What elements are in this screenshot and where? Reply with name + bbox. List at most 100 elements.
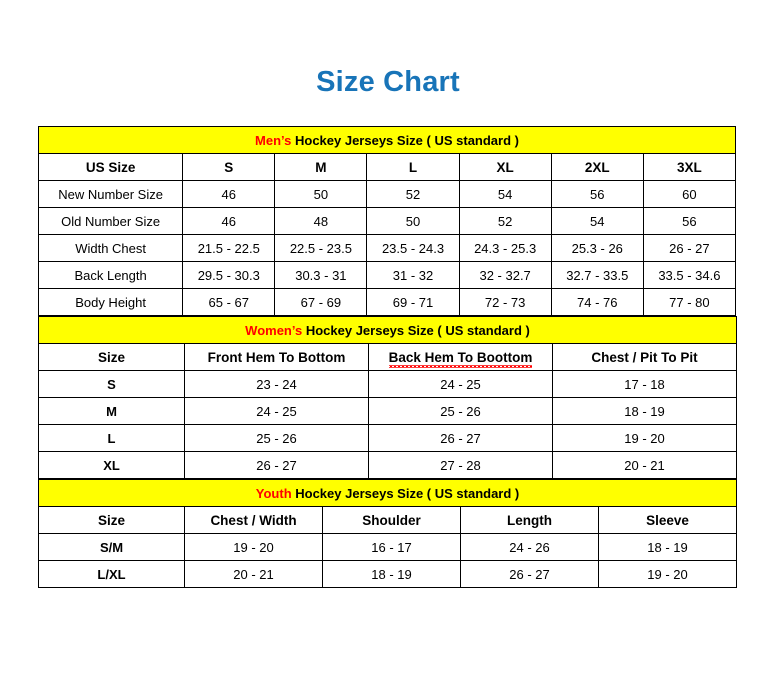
mens-col-header-6: 3XL — [642, 153, 737, 181]
mens-row-label-3: Back Length — [37, 261, 184, 289]
womens-row-label-3: XL — [38, 451, 185, 479]
table-row: New Number Size 46 50 52 54 56 60 — [37, 180, 737, 208]
mens-cell-2-3: 24.3 - 25.3 — [458, 234, 552, 262]
mens-cell-0-5: 60 — [642, 180, 737, 208]
mens-cell-3-5: 33.5 - 34.6 — [642, 261, 737, 289]
mens-cell-2-1: 22.5 - 23.5 — [274, 234, 368, 262]
table-row: Old Number Size 46 48 50 52 54 56 — [37, 207, 737, 235]
womens-cell-3-2: 20 - 21 — [552, 451, 737, 479]
mens-cell-1-3: 52 — [458, 207, 552, 235]
mens-cell-2-5: 26 - 27 — [642, 234, 737, 262]
table-row: S 23 - 24 24 - 25 17 - 18 — [38, 370, 737, 398]
womens-row-label-2: L — [38, 424, 185, 452]
table-row: M 24 - 25 25 - 26 18 - 19 — [38, 397, 737, 425]
page-title: Size Chart — [316, 66, 460, 98]
womens-cell-0-1: 24 - 25 — [368, 370, 553, 398]
youth-banner-rest: Hockey Jerseys Size ( US standard ) — [291, 485, 520, 501]
mens-row-label-2: Width Chest — [37, 234, 184, 262]
youth-cell-1-3: 19 - 20 — [597, 560, 738, 588]
womens-cell-3-1: 27 - 28 — [368, 451, 553, 479]
womens-col-header-2-text: Back Hem To Boottom — [388, 349, 533, 368]
mens-row-label-4: Body Height — [37, 288, 184, 316]
mens-col-header-5: 2XL — [550, 153, 644, 181]
table-row: L/XL 20 - 21 18 - 19 26 - 27 19 - 20 — [38, 560, 738, 588]
womens-header-row: Size Front Hem To Bottom Back Hem To Boo… — [38, 343, 737, 371]
table-row: Body Height 65 - 67 67 - 69 69 - 71 72 -… — [37, 288, 737, 316]
youth-col-header-4: Sleeve — [597, 506, 738, 534]
mens-cell-3-3: 32 - 32.7 — [458, 261, 552, 289]
mens-cell-2-2: 23.5 - 24.3 — [366, 234, 460, 262]
womens-cell-1-0: 24 - 25 — [184, 397, 369, 425]
youth-cell-0-2: 24 - 26 — [460, 533, 599, 561]
mens-cell-0-2: 52 — [366, 180, 460, 208]
womens-cell-0-2: 17 - 18 — [552, 370, 737, 398]
table-row: Width Chest 21.5 - 22.5 22.5 - 23.5 23.5… — [37, 234, 737, 262]
womens-col-header-3: Chest / Pit To Pit — [552, 343, 737, 371]
youth-col-header-0: Size — [38, 506, 185, 534]
womens-banner-accent: Women’s — [245, 322, 303, 338]
womens-cell-2-0: 25 - 26 — [184, 424, 369, 452]
mens-cell-2-0: 21.5 - 22.5 — [182, 234, 276, 262]
mens-col-header-3: L — [366, 153, 460, 181]
table-row: XL 26 - 27 27 - 28 20 - 21 — [38, 451, 737, 479]
size-chart-container: Men’s Hockey Jerseys Size ( US standard … — [37, 126, 738, 588]
youth-row-label-0: S/M — [38, 533, 185, 561]
womens-col-header-0: Size — [38, 343, 185, 371]
mens-cell-3-2: 31 - 32 — [366, 261, 460, 289]
mens-cell-0-4: 56 — [550, 180, 644, 208]
mens-col-header-2: M — [274, 153, 368, 181]
mens-cell-4-1: 67 - 69 — [274, 288, 368, 316]
mens-cell-3-1: 30.3 - 31 — [274, 261, 368, 289]
youth-section-banner: Youth Hockey Jerseys Size ( US standard … — [37, 479, 738, 507]
youth-section-banner-row: Youth Hockey Jerseys Size ( US standard … — [37, 479, 738, 507]
mens-cell-4-2: 69 - 71 — [366, 288, 460, 316]
table-row: L 25 - 26 26 - 27 19 - 20 — [38, 424, 737, 452]
womens-row-label-1: M — [38, 397, 185, 425]
mens-col-header-1: S — [182, 153, 276, 181]
mens-cell-3-0: 29.5 - 30.3 — [182, 261, 276, 289]
youth-col-header-2: Shoulder — [322, 506, 461, 534]
womens-cell-2-1: 26 - 27 — [368, 424, 553, 452]
mens-cell-4-0: 65 - 67 — [182, 288, 276, 316]
youth-cell-1-1: 18 - 19 — [322, 560, 461, 588]
youth-col-header-1: Chest / Width — [184, 506, 323, 534]
mens-cell-4-4: 74 - 76 — [550, 288, 644, 316]
mens-banner-accent: Men’s — [255, 132, 292, 148]
mens-cell-4-3: 72 - 73 — [458, 288, 552, 316]
mens-cell-1-0: 46 — [182, 207, 276, 235]
womens-cell-2-2: 19 - 20 — [552, 424, 737, 452]
mens-header-row: US Size S M L XL 2XL 3XL — [37, 153, 737, 181]
mens-cell-1-5: 56 — [642, 207, 737, 235]
mens-row-label-0: New Number Size — [37, 180, 184, 208]
womens-col-header-1: Front Hem To Bottom — [184, 343, 369, 371]
mens-size-table: Men’s Hockey Jerseys Size ( US standard … — [37, 126, 737, 316]
mens-section-banner: Men’s Hockey Jerseys Size ( US standard … — [38, 126, 736, 154]
mens-cell-1-1: 48 — [274, 207, 368, 235]
youth-size-table: Youth Hockey Jerseys Size ( US standard … — [37, 479, 738, 588]
youth-cell-0-1: 16 - 17 — [322, 533, 461, 561]
youth-row-label-1: L/XL — [38, 560, 185, 588]
mens-cell-2-4: 25.3 - 26 — [550, 234, 644, 262]
womens-banner-rest: Hockey Jerseys Size ( US standard ) — [302, 322, 530, 338]
mens-cell-1-4: 54 — [550, 207, 644, 235]
youth-col-header-3: Length — [460, 506, 599, 534]
womens-cell-3-0: 26 - 27 — [184, 451, 369, 479]
youth-cell-1-0: 20 - 21 — [184, 560, 323, 588]
mens-row-label-1: Old Number Size — [37, 207, 184, 235]
table-row: Back Length 29.5 - 30.3 30.3 - 31 31 - 3… — [37, 261, 737, 289]
mens-cell-0-3: 54 — [458, 180, 552, 208]
table-row: S/M 19 - 20 16 - 17 24 - 26 18 - 19 — [38, 533, 738, 561]
womens-cell-0-0: 23 - 24 — [184, 370, 369, 398]
youth-cell-0-3: 18 - 19 — [597, 533, 738, 561]
womens-row-label-0: S — [38, 370, 185, 398]
youth-header-row: Size Chest / Width Shoulder Length Sleev… — [38, 506, 738, 534]
youth-cell-1-2: 26 - 27 — [460, 560, 599, 588]
mens-cell-1-2: 50 — [366, 207, 460, 235]
womens-cell-1-2: 18 - 19 — [552, 397, 737, 425]
womens-size-table: Women’s Hockey Jerseys Size ( US standar… — [38, 316, 737, 479]
womens-section-banner-row: Women’s Hockey Jerseys Size ( US standar… — [38, 316, 737, 344]
mens-cell-4-5: 77 - 80 — [642, 288, 737, 316]
mens-cell-0-1: 50 — [274, 180, 368, 208]
mens-cell-0-0: 46 — [182, 180, 276, 208]
youth-banner-accent: Youth — [255, 485, 292, 501]
